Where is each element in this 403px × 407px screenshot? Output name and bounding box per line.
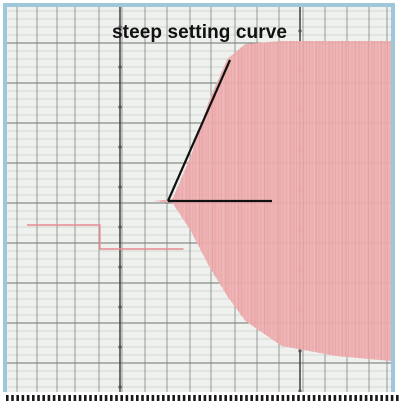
grid-tick [118,25,122,29]
sprocket-hole [52,395,56,401]
sprocket-hole [328,395,331,401]
sprocket-hole [245,395,248,401]
sprocket-hole [73,395,77,401]
sprocket-hole [130,395,134,401]
sprocket-hole [156,395,160,401]
sprocket-hole [104,395,108,401]
sprocket-hole [234,395,238,401]
sprocket-hole [21,395,25,401]
sprocket-hole [125,395,129,401]
grid-tick [118,345,122,349]
sprocket-hole [162,395,165,401]
sprocket-hole [84,395,87,401]
grid-tick [118,225,122,229]
grid-tick [118,65,122,69]
sprocket-hole [99,395,103,401]
sprocket-hole [146,395,149,401]
sprocket-hole [94,395,97,401]
sprocket-hole [229,395,233,401]
sprocket-hole [338,395,342,401]
sprocket-hole [292,395,295,401]
sprocket-hole [151,395,155,401]
sprocket-hole [193,395,196,401]
sprocket-hole [47,395,51,401]
chart-frame [3,3,395,402]
sprocket-hole [208,395,212,401]
sprocket-hole [172,395,175,401]
sprocket-hole [370,395,373,401]
sprocket-hole [255,395,259,401]
grid-tick [118,185,122,189]
sprocket-hole [58,395,61,401]
sprocket-hole [214,395,217,401]
grid-tick [298,29,302,33]
sprocket-hole [302,395,305,401]
sprocket-hole [219,395,222,401]
grid-tick [298,349,302,353]
sprocket-hole [318,395,321,401]
sprocket-hole [396,395,399,401]
sprocket-hole [276,395,279,401]
sprocket-hole [224,395,227,401]
sprocket-hole [203,395,207,401]
sprocket-hole [349,395,352,401]
sprocket-hole [271,395,274,401]
sprocket-hole [260,395,264,401]
annotation-label: steep setting curve [112,22,288,43]
grid-tick [118,305,122,309]
grid-tick [118,385,122,389]
sprocket-hole [312,395,316,401]
sprocket-hole [26,395,30,401]
sprocket-hole [63,395,66,401]
sprocket-hole [11,395,14,401]
sprocket-hole [32,395,35,401]
sprocket-hole [110,395,113,401]
sprocket-hole [390,395,394,401]
sprocket-hole [307,395,311,401]
chart-plot [7,7,391,398]
sprocket-hole [250,395,253,401]
sprocket-hole [42,395,45,401]
sprocket-hole [286,395,290,401]
series-oscillation-trace [155,41,391,361]
sprocket-hole [344,395,347,401]
sprocket-hole [167,395,170,401]
sprocket-hole [364,395,368,401]
sprocket-hole [359,395,363,401]
sprocket-hole [182,395,186,401]
sprocket-hole [177,395,181,401]
sprocket-hole [380,395,383,401]
grid-tick [118,145,122,149]
sprocket-hole [198,395,201,401]
series-setpoint-step [27,224,184,250]
sprocket-hole [6,395,9,401]
grid-tick [118,105,122,109]
sprocket-hole [297,395,300,401]
recorder-sprocket-strip [0,392,403,407]
sprocket-hole [68,395,71,401]
sprocket-hole [120,395,123,401]
sprocket-hole [115,395,118,401]
annotation-pointer-diagonal [166,59,232,202]
sprocket-hole [375,395,378,401]
sprocket-hole [333,395,337,401]
sprocket-hole [141,395,144,401]
grid-tick [118,265,122,269]
sprocket-hole [188,395,191,401]
sprocket-hole [89,395,92,401]
sprocket-hole [323,395,326,401]
grid-tick [298,389,302,393]
sprocket-hole [78,395,82,401]
sprocket-hole [136,395,139,401]
sprocket-hole [240,395,243,401]
sprocket-hole [16,395,19,401]
sprocket-hole [37,395,40,401]
sprocket-hole [385,395,389,401]
sprocket-hole [281,395,285,401]
sprocket-hole [266,395,269,401]
sprocket-hole [354,395,357,401]
